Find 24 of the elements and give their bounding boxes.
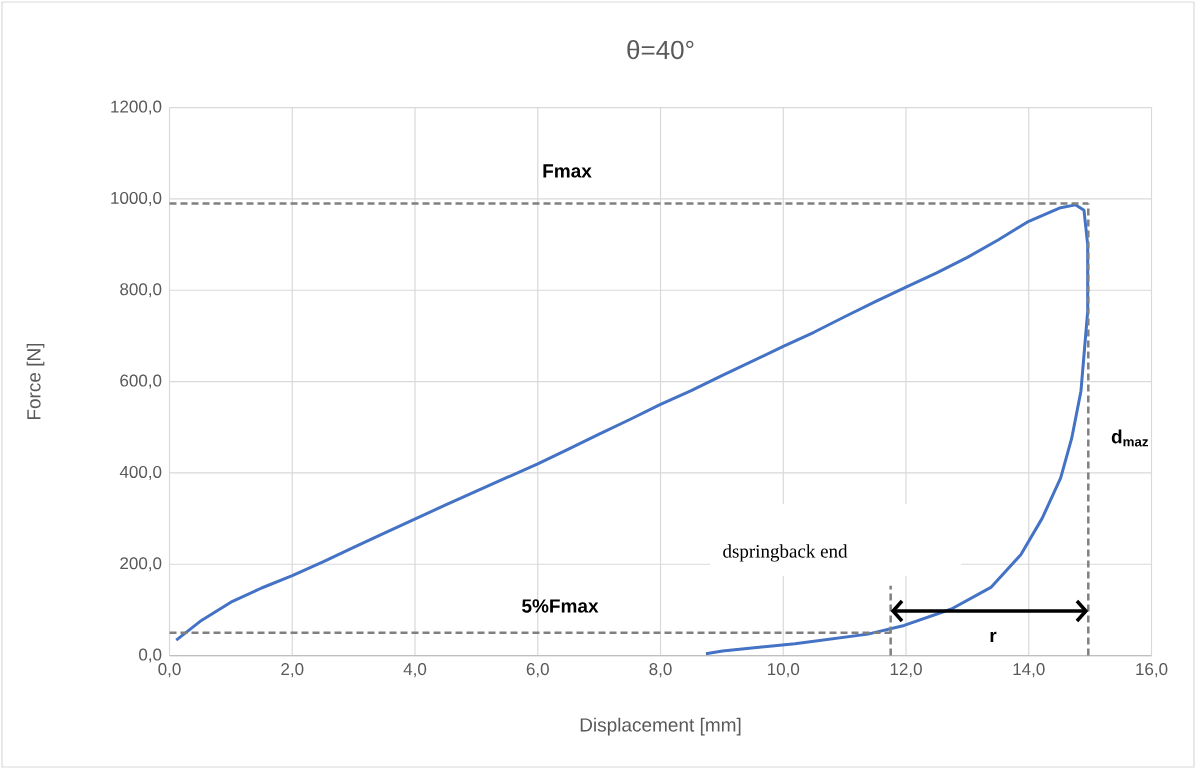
- x-tick-label: 8,0: [649, 663, 672, 678]
- y-tick-label: 1200,0: [111, 100, 162, 115]
- y-tick-label: 1000,0: [111, 191, 162, 206]
- x-tick-label: 10,0: [768, 663, 800, 678]
- x-tick-label: 2,0: [281, 663, 304, 678]
- annotation: 5%Fmax: [522, 599, 599, 613]
- annotation: Fmax: [543, 164, 592, 178]
- y-tick-label: 800,0: [120, 283, 162, 298]
- x-axis-title: Displacement [mm]: [580, 717, 741, 736]
- x-tick-label: 0,0: [158, 663, 181, 678]
- y-axis-title: Force [N]: [26, 343, 45, 420]
- y-tick-label: 200,0: [120, 557, 162, 572]
- y-tick-label: 400,0: [119, 465, 162, 480]
- y-tick-label: 600,0: [120, 374, 162, 389]
- x-tick-label: 16,0: [1136, 663, 1168, 678]
- x-tick-label: 4,0: [403, 663, 427, 678]
- annotation: dspringback end: [723, 544, 848, 562]
- x-tick-label: 6,0: [526, 663, 549, 678]
- chart-title: θ=40°: [627, 40, 694, 60]
- x-tick-label: 12,0: [890, 663, 922, 678]
- annotation: r: [990, 631, 997, 643]
- y-tick-label: 0,0: [139, 648, 162, 663]
- x-tick-label: 14,0: [1013, 663, 1045, 678]
- annotation: d$_{maz}$: [1111, 429, 1149, 447]
